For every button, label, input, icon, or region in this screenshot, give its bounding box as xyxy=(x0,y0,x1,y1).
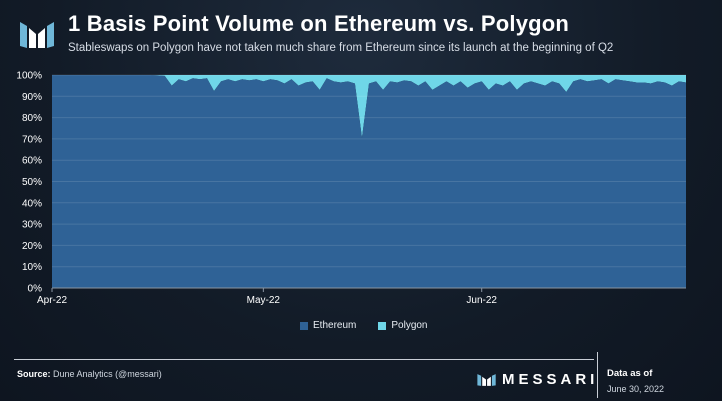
messari-logo-small-icon xyxy=(477,373,496,386)
source-note: Source: Dune Analytics (@messari) xyxy=(17,369,162,379)
x-tick-label: Apr-22 xyxy=(37,295,67,306)
legend-label-ethereum: Ethereum xyxy=(313,320,357,331)
series-area-ethereum xyxy=(52,75,686,288)
brand-name: MESSARI xyxy=(502,371,599,388)
brand-footer: MESSARI xyxy=(476,371,598,388)
legend-swatch-ethereum xyxy=(300,321,308,330)
y-tick-label: 40% xyxy=(22,198,42,209)
y-tick-label: 50% xyxy=(22,177,42,188)
x-tick-label: Jun-22 xyxy=(466,295,497,306)
source-label: Source: xyxy=(17,369,51,379)
y-tick-label: 10% xyxy=(22,262,42,273)
chart-subtitle: Stableswaps on Polygon have not taken mu… xyxy=(68,42,614,54)
y-tick-label: 70% xyxy=(22,134,42,145)
x-tick-label: May-22 xyxy=(247,295,281,306)
footer-divider xyxy=(14,359,594,360)
legend-label-polygon: Polygon xyxy=(391,320,428,331)
y-tick-label: 20% xyxy=(22,241,42,252)
legend-item-ethereum: Ethereum xyxy=(300,320,356,331)
messari-logo xyxy=(20,22,54,48)
y-tick-label: 90% xyxy=(22,92,42,103)
chart-title: 1 Basis Point Volume on Ethereum vs. Pol… xyxy=(68,11,570,36)
legend-swatch-polygon xyxy=(378,321,387,330)
y-tick-label: 30% xyxy=(22,220,42,231)
data-as-label: Data as of xyxy=(607,368,653,379)
legend-item-polygon: Polygon xyxy=(378,320,428,331)
y-tick-label: 80% xyxy=(22,113,42,124)
chart-legend: Ethereum Polygon xyxy=(300,320,428,331)
y-tick-label: 60% xyxy=(22,156,42,167)
y-tick-label: 100% xyxy=(16,71,42,82)
data-as-date: June 30, 2022 xyxy=(607,384,665,394)
y-tick-label: 0% xyxy=(28,284,43,295)
footer-vertical-divider xyxy=(597,352,598,398)
source-text: Dune Analytics (@messari) xyxy=(53,369,162,379)
